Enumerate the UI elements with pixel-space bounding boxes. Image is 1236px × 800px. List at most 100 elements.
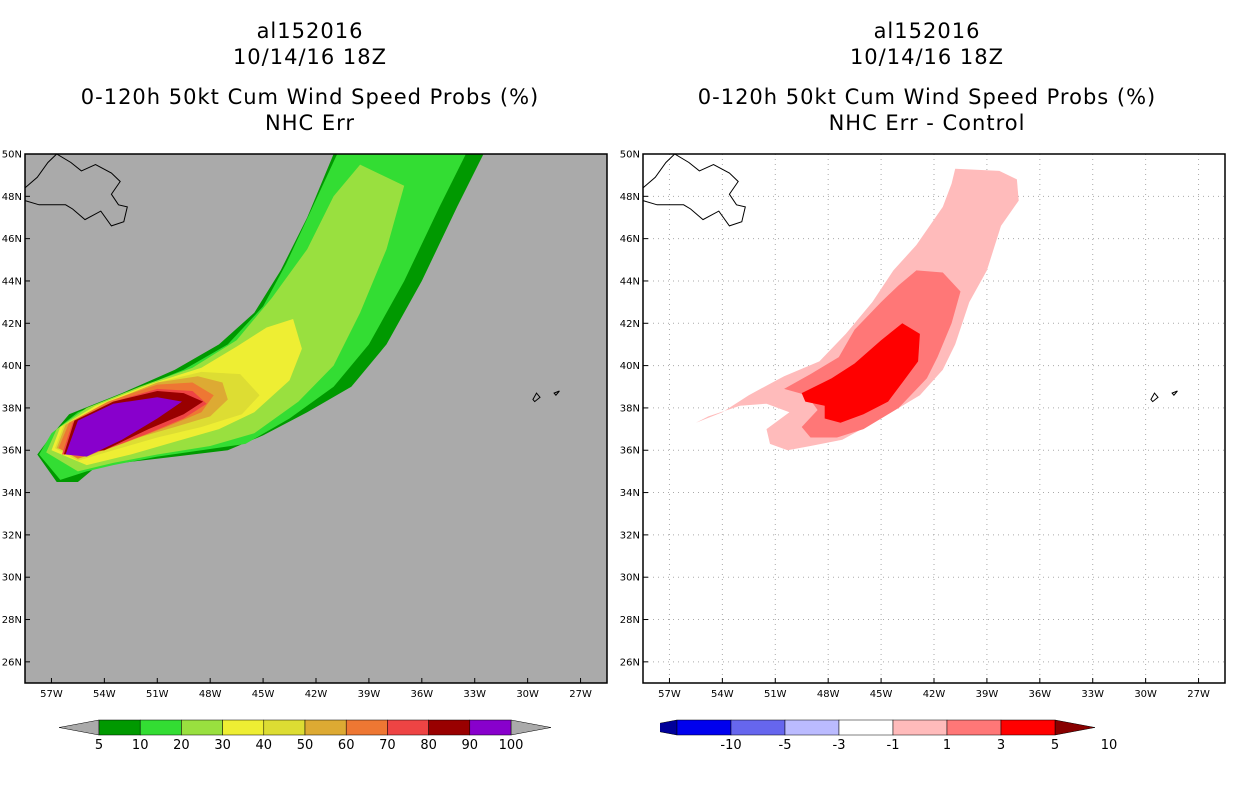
colorbar-swatch — [181, 719, 223, 736]
x-tick-label: 45W — [252, 689, 275, 700]
coastline-shape — [553, 390, 560, 396]
colorbar-swatch — [428, 719, 471, 736]
x-tick-label: 42W — [305, 689, 328, 700]
colorbar-swatch — [222, 719, 265, 736]
y-tick-label: 26N — [620, 657, 640, 668]
x-tick-label: 48W — [817, 689, 840, 700]
x-tick-label: 39W — [976, 689, 999, 700]
coastline-shape — [1150, 392, 1159, 403]
right-title-line4: NHC Err - Control — [828, 111, 1026, 135]
left-x-axis: 57W 54W 51W 48W 45W 42W 39W 36W 33W 30W 27W — [40, 678, 592, 700]
contour-level-5 — [801, 323, 920, 423]
colorbar-label: 90 — [462, 738, 479, 753]
colorbar-label: 40 — [256, 738, 273, 753]
y-tick-label: 50N — [2, 150, 22, 161]
colorbar-swatch — [676, 719, 732, 736]
x-tick-label: 27W — [569, 689, 592, 700]
right-title: al152016 10/14/16 18Z 0-120h 50kt Cum Wi… — [677, 18, 1177, 136]
y-tick-label: 36N — [2, 446, 22, 457]
x-tick-label: 51W — [764, 689, 787, 700]
x-tick-label: 57W — [40, 689, 63, 700]
colorbar-swatch — [139, 719, 182, 736]
y-tick-label: 30N — [620, 573, 640, 584]
left-title-line1: al152016 — [256, 19, 364, 43]
y-tick-label: 50N — [620, 150, 640, 161]
colorbar-swatch — [387, 719, 429, 736]
x-tick-label: 39W — [358, 689, 381, 700]
y-tick-label: 34N — [2, 488, 22, 499]
x-tick-label: 30W — [516, 689, 539, 700]
left-title-line4: NHC Err — [264, 111, 355, 135]
colorbar-swatch — [304, 719, 347, 736]
y-tick-label: 42N — [2, 319, 22, 330]
colorbar-swatch — [345, 719, 388, 736]
y-tick-label: 44N — [620, 276, 640, 287]
coastline-shape — [24, 153, 128, 227]
x-tick-label: 54W — [93, 689, 116, 700]
right-title-line1: al152016 — [873, 19, 981, 43]
y-tick-label: 46N — [2, 234, 22, 245]
left-title-line3: 0-120h 50kt Cum Wind Speed Probs (%) — [80, 85, 540, 109]
y-tick-label: 40N — [620, 361, 640, 372]
colorbar-label: -3 — [833, 738, 846, 753]
y-tick-label: 44N — [2, 276, 22, 287]
contour-level-90 — [65, 397, 182, 457]
y-tick-label: 32N — [620, 530, 640, 541]
y-tick-label: 26N — [2, 657, 22, 668]
x-tick-label: 57W — [658, 689, 681, 700]
colorbar-arrow-left — [58, 719, 100, 736]
colorbar-label: 5 — [95, 738, 103, 753]
x-tick-label: 30W — [1134, 689, 1157, 700]
left-y-axis: 26N 28N 30N 32N 34N 36N 38N 40N 42N 44N 46N 48N 50N — [2, 150, 30, 668]
right-map-chart: 26N28N30N32N34N36N38N40N42N44N46N48N50N … — [620, 150, 1226, 700]
y-tick-label: 38N — [2, 403, 22, 414]
left-colorbar: 5 10 20 30 40 50 60 70 80 90 100 — [58, 719, 552, 753]
colorbar-swatch — [1000, 719, 1056, 736]
right-x-axis: 57W 54W 51W 48W 45W 42W 39W 36W 33W 30W 27W — [658, 678, 1210, 700]
x-tick-label: 51W — [146, 689, 169, 700]
colorbar-label: 80 — [420, 738, 437, 753]
left-coastline — [24, 153, 560, 403]
y-tick-label: 28N — [2, 615, 22, 626]
colorbar-arrow-right — [510, 719, 552, 736]
colorbar-label: 20 — [173, 738, 190, 753]
y-tick-label: 28N — [620, 615, 640, 626]
y-tick-label: 36N — [620, 446, 640, 457]
y-tick-label: 30N — [2, 573, 22, 584]
colorbar-label: -10 — [720, 738, 741, 753]
x-tick-label: 36W — [1029, 689, 1052, 700]
x-tick-label: 48W — [199, 689, 222, 700]
y-tick-label: 46N — [620, 234, 640, 245]
colorbar-label: -1 — [887, 738, 900, 753]
colorbar-swatch — [98, 719, 141, 736]
left-title: al152016 10/14/16 18Z 0-120h 50kt Cum Wi… — [60, 18, 560, 136]
left-contours — [37, 154, 484, 482]
x-tick-label: 54W — [711, 689, 734, 700]
right-contours — [695, 168, 1019, 451]
colorbar-swatch — [784, 719, 840, 736]
right-title-line3: 0-120h 50kt Cum Wind Speed Probs (%) — [697, 85, 1157, 109]
x-tick-label: 27W — [1187, 689, 1210, 700]
right-coastline — [642, 153, 1178, 403]
colorbar-label: 70 — [379, 738, 396, 753]
coastline-shape — [642, 153, 746, 227]
left-map-chart: 26N28N30N32N34N36N38N40N42N44N46N48N50N … — [2, 150, 608, 700]
colorbar-swatch — [730, 719, 786, 736]
x-tick-label: 42W — [923, 689, 946, 700]
colorbar-label: -5 — [779, 738, 792, 753]
x-tick-label: 36W — [411, 689, 434, 700]
colorbar-arrow-right — [1054, 719, 1096, 736]
right-y-axis: 26N 28N 30N 32N 34N 36N 38N 40N 42N 44N 46N 48N 50N — [620, 150, 648, 668]
colorbar-label: 60 — [338, 738, 355, 753]
x-tick-label: 45W — [870, 689, 893, 700]
colorbar-label: 50 — [297, 738, 314, 753]
x-tick-label: 33W — [463, 689, 486, 700]
colorbar-swatch — [946, 719, 1002, 736]
colorbar-label: 3 — [997, 738, 1005, 753]
colorbar-swatch — [263, 719, 306, 736]
y-tick-label: 42N — [620, 319, 640, 330]
colorbar-swatch — [892, 719, 948, 736]
y-tick-label: 32N — [2, 530, 22, 541]
colorbar-label: 5 — [1051, 738, 1059, 753]
colorbar-swatch — [469, 719, 512, 736]
